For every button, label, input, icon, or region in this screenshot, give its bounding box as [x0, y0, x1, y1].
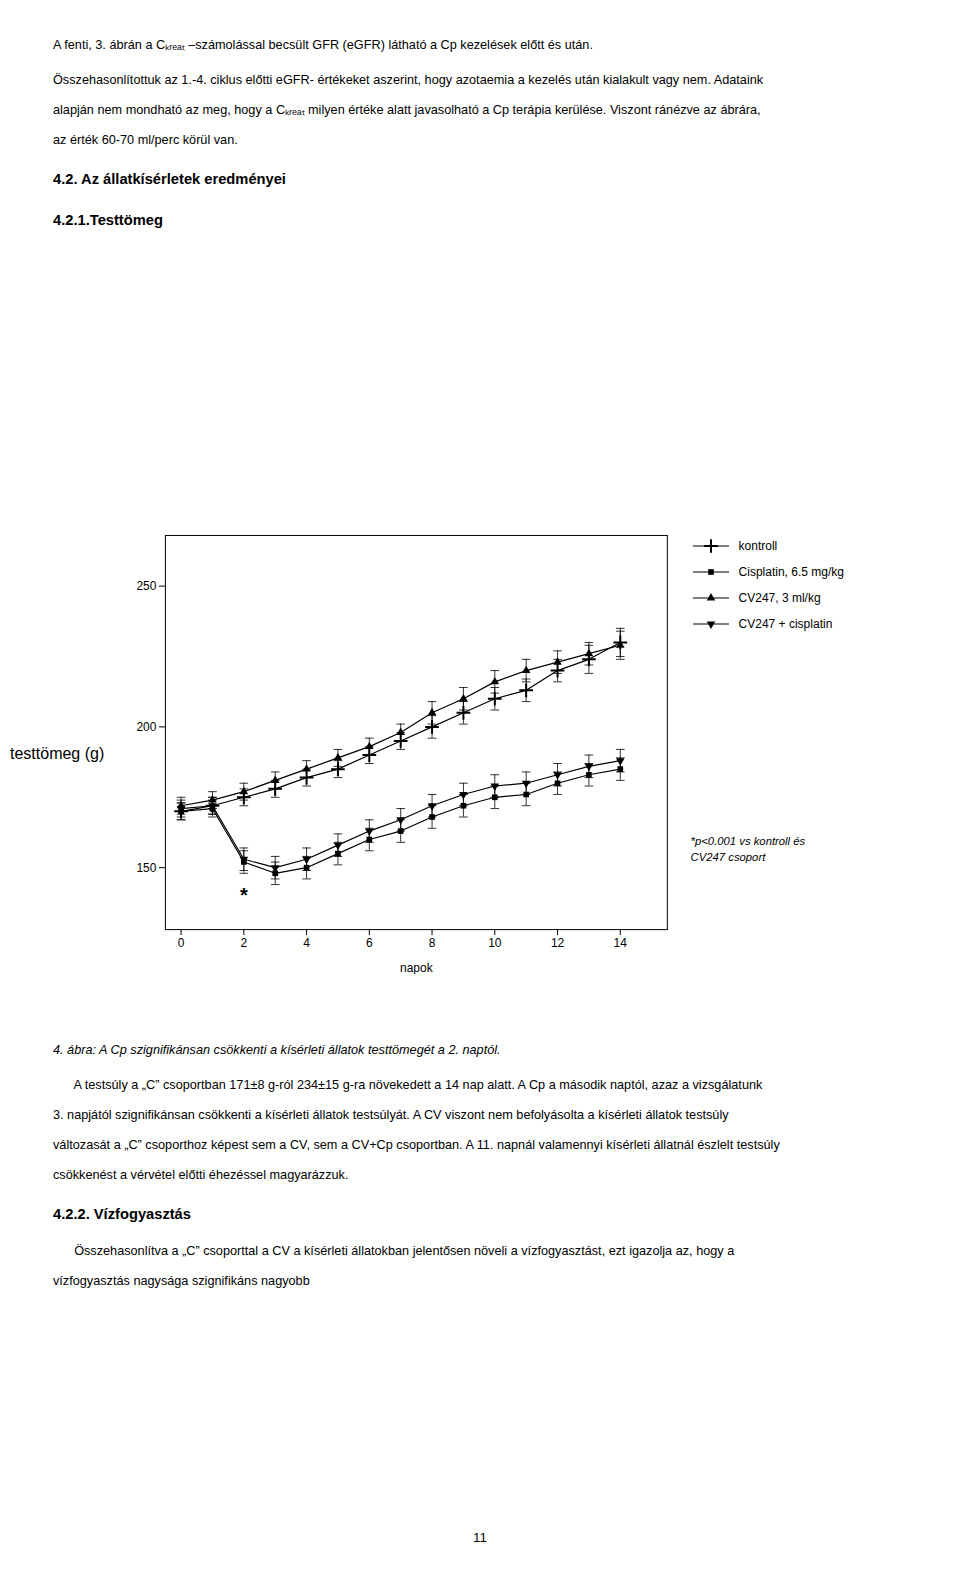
- html-text:Cisplatin, 6.5 mg/kg: Cisplatin, 6.5 mg/kg: [738, 565, 844, 579]
- svg-text:6: 6: [366, 936, 373, 950]
- html-text:csökkenést a vérvétel előtti é: csökkenést a vérvétel előtti éhezéssel m…: [53, 1168, 349, 1182]
- html-text:CV247, 3 ml/kg: CV247, 3 ml/kg: [738, 591, 821, 605]
- html-text:vízfogyasztás nagysága szignif: vízfogyasztás nagysága szignifikáns nagy…: [53, 1274, 310, 1288]
- svg-text:10: 10: [488, 936, 502, 950]
- svg-text:250: 250: [136, 579, 156, 593]
- html-text:alapján nem mondható az meg, h: alapján nem mondható az meg, hogy a Cₖᵣₑ…: [53, 103, 761, 117]
- html-text:CV247 + cisplatin: CV247 + cisplatin: [738, 617, 833, 631]
- html-text:A testsúly a „C” csoportban 17: A testsúly a „C” csoportban 171±8 g-ról …: [53, 1078, 763, 1092]
- html-text:kontroll: kontroll: [738, 539, 778, 553]
- html-text:4.2.1.Testtömeg: 4.2.1.Testtömeg: [53, 212, 163, 228]
- html-text:4.2.2. Vízfogyasztás: 4.2.2. Vízfogyasztás: [53, 1206, 191, 1222]
- html-text:Összehasonlítottuk az 1.-4. ci: Összehasonlítottuk az 1.-4. ciklus előtt…: [53, 73, 764, 87]
- html-text:4. ábra: A Cp szignifikánsan c: 4. ábra: A Cp szignifikánsan csökkenti a…: [53, 1043, 501, 1057]
- html-text:A fenti, 3. ábrán a Cₖᵣₑₐₜ –sz: A fenti, 3. ábrán a Cₖᵣₑₐₜ –számolással …: [53, 38, 593, 52]
- html-text:4.2. Az állatkísérletek eredmé: 4.2. Az állatkísérletek eredményei: [53, 171, 286, 187]
- html-text:*p<0.001 vs kontroll és CV247: *p<0.001 vs kontroll és CV247 csoport: [690, 835, 806, 863]
- svg-text:0: 0: [178, 936, 185, 950]
- html-text:11: 11: [473, 1530, 487, 1545]
- svg-text:200: 200: [136, 720, 156, 734]
- html-text:3. napjától szignifikánsan csö: 3. napjától szignifikánsan csökkenti a k…: [53, 1108, 729, 1122]
- svg-text:14: 14: [613, 936, 627, 950]
- svg-text:150: 150: [136, 861, 156, 875]
- svg-text:*: *: [240, 884, 248, 906]
- svg-text:8: 8: [428, 936, 435, 950]
- svg-text:4: 4: [303, 936, 310, 950]
- svg-text:2: 2: [240, 936, 247, 950]
- svg-text:12: 12: [551, 936, 565, 950]
- html-text:az érték 60-70 ml/perc körül v: az érték 60-70 ml/perc körül van.: [53, 133, 238, 147]
- html-text:változasát a „C” csoporthoz ké: változasát a „C” csoporthoz képest sem a…: [53, 1138, 780, 1152]
- html-text:Összehasonlítva a „C” csoportt: Összehasonlítva a „C” csoporttal a CV a …: [53, 1244, 735, 1258]
- html-text:testtömeg (g): testtömeg (g): [10, 745, 105, 762]
- svg-text:napok: napok: [400, 961, 433, 974]
